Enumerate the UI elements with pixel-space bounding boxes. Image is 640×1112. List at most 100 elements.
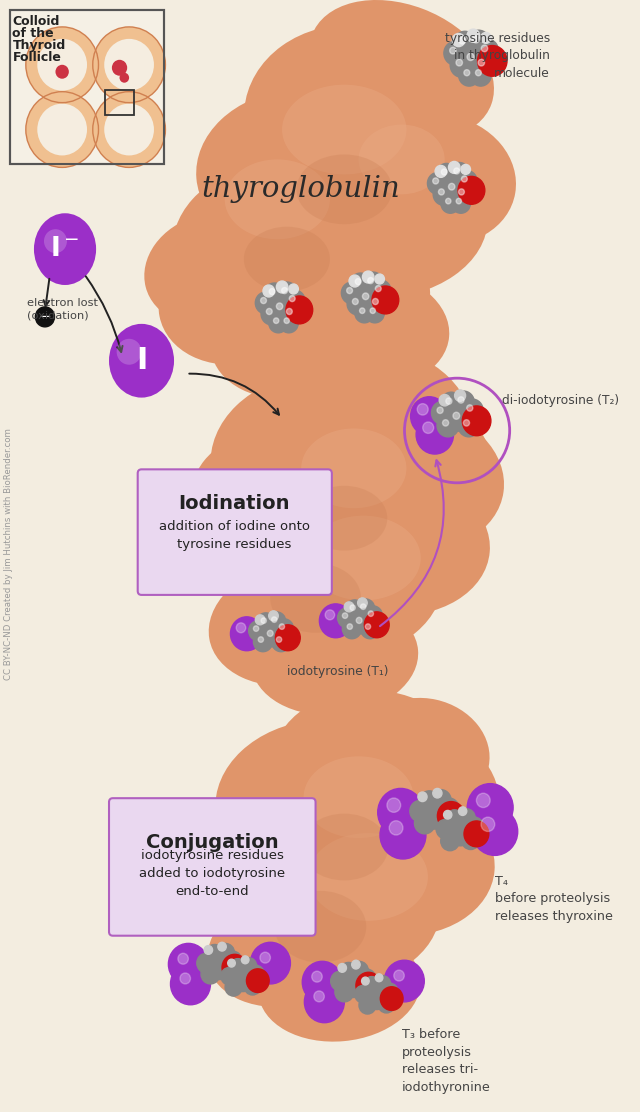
Ellipse shape xyxy=(275,891,366,963)
Circle shape xyxy=(442,419,449,426)
Circle shape xyxy=(56,64,69,79)
Circle shape xyxy=(449,161,460,173)
Ellipse shape xyxy=(318,406,504,552)
Bar xyxy=(105,90,134,115)
Circle shape xyxy=(456,198,461,203)
Circle shape xyxy=(433,178,438,183)
Circle shape xyxy=(443,178,466,201)
Text: electron lost
(oxidation): electron lost (oxidation) xyxy=(27,298,98,320)
Circle shape xyxy=(422,421,434,434)
Circle shape xyxy=(461,831,480,850)
Circle shape xyxy=(246,969,269,993)
Circle shape xyxy=(438,189,444,195)
Ellipse shape xyxy=(239,846,440,986)
Circle shape xyxy=(205,944,224,964)
Circle shape xyxy=(353,298,358,305)
Circle shape xyxy=(338,963,346,972)
Ellipse shape xyxy=(144,214,276,325)
Circle shape xyxy=(26,27,99,102)
Circle shape xyxy=(261,618,266,624)
Circle shape xyxy=(196,953,216,973)
Text: Conjugation: Conjugation xyxy=(146,833,278,852)
Circle shape xyxy=(364,606,383,626)
Circle shape xyxy=(461,176,467,182)
Circle shape xyxy=(449,162,470,185)
Text: Thyroid: Thyroid xyxy=(12,39,66,52)
Circle shape xyxy=(93,91,165,168)
Ellipse shape xyxy=(309,0,494,139)
Circle shape xyxy=(256,613,275,633)
Circle shape xyxy=(345,599,364,619)
FancyBboxPatch shape xyxy=(109,798,316,935)
Text: addition of iodine onto
tyrosine residues: addition of iodine onto tyrosine residue… xyxy=(159,519,310,550)
Circle shape xyxy=(450,53,474,78)
Circle shape xyxy=(467,784,513,832)
Circle shape xyxy=(462,406,491,436)
Circle shape xyxy=(284,318,289,324)
Ellipse shape xyxy=(211,374,420,544)
Circle shape xyxy=(459,64,479,86)
Circle shape xyxy=(335,982,354,1002)
Ellipse shape xyxy=(237,763,461,921)
Circle shape xyxy=(35,307,54,327)
Text: −: − xyxy=(38,309,51,325)
Circle shape xyxy=(370,280,391,302)
Ellipse shape xyxy=(299,788,495,936)
Circle shape xyxy=(411,397,448,436)
Circle shape xyxy=(461,47,486,73)
Circle shape xyxy=(209,957,230,980)
Circle shape xyxy=(458,177,485,205)
Circle shape xyxy=(253,626,259,632)
Circle shape xyxy=(365,624,371,629)
Ellipse shape xyxy=(207,886,376,1007)
Circle shape xyxy=(344,602,354,612)
Ellipse shape xyxy=(159,234,319,365)
Circle shape xyxy=(271,297,294,321)
Circle shape xyxy=(360,604,366,609)
Circle shape xyxy=(271,617,277,623)
Circle shape xyxy=(236,623,246,633)
Circle shape xyxy=(229,959,246,976)
Circle shape xyxy=(271,632,291,652)
Circle shape xyxy=(365,302,385,322)
Circle shape xyxy=(225,979,242,996)
Circle shape xyxy=(355,278,361,285)
Circle shape xyxy=(437,414,459,437)
Ellipse shape xyxy=(296,155,392,225)
Circle shape xyxy=(347,288,353,294)
Circle shape xyxy=(240,957,257,975)
Circle shape xyxy=(476,70,481,76)
Circle shape xyxy=(314,991,324,1002)
Circle shape xyxy=(418,792,427,802)
Circle shape xyxy=(261,302,282,325)
Circle shape xyxy=(458,189,465,195)
Ellipse shape xyxy=(301,486,387,550)
Circle shape xyxy=(461,399,483,421)
Circle shape xyxy=(370,308,376,314)
Circle shape xyxy=(276,282,298,304)
Circle shape xyxy=(417,404,428,415)
Ellipse shape xyxy=(220,229,430,369)
Circle shape xyxy=(481,44,488,52)
Circle shape xyxy=(446,398,452,405)
Circle shape xyxy=(442,169,447,175)
Circle shape xyxy=(216,943,235,963)
Circle shape xyxy=(378,788,424,836)
Circle shape xyxy=(458,397,464,404)
Circle shape xyxy=(467,53,474,60)
Circle shape xyxy=(467,29,479,42)
Text: Iodination: Iodination xyxy=(179,494,290,513)
Ellipse shape xyxy=(211,278,382,399)
Circle shape xyxy=(437,802,465,831)
Circle shape xyxy=(467,405,473,411)
Ellipse shape xyxy=(215,719,426,885)
Ellipse shape xyxy=(282,85,406,175)
Text: Colloid: Colloid xyxy=(12,14,60,28)
Circle shape xyxy=(221,967,238,985)
Circle shape xyxy=(255,292,276,314)
Ellipse shape xyxy=(362,400,490,506)
Circle shape xyxy=(435,166,447,178)
Circle shape xyxy=(464,70,470,76)
Circle shape xyxy=(289,296,295,301)
Circle shape xyxy=(481,817,495,832)
